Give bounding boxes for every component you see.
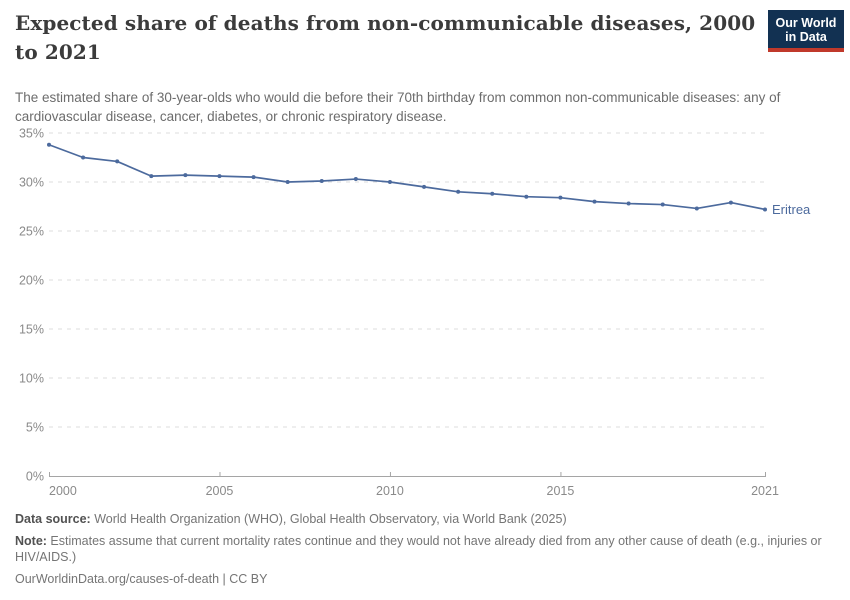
y-axis-tick-label: 35% (19, 127, 44, 141)
data-point[interactable] (660, 202, 665, 207)
data-point[interactable] (251, 175, 256, 180)
chart-svg: 0% 5% 10% 15% 20% 25% 30% 35% 2000 2005 2010 2015 20… (19, 127, 811, 499)
citation-line: OurWorldinData.org/causes-of-death | CC … (15, 572, 268, 586)
chart-subtitle: The estimated share of 30-year-olds who … (15, 90, 781, 124)
data-point[interactable] (353, 177, 358, 182)
data-source-label: Data source: (15, 512, 91, 526)
logo-text-line1: Our World (775, 16, 837, 30)
owid-logo[interactable]: Our World in Data (768, 10, 844, 52)
data-source-line: Data source: World Health Organization (… (15, 511, 837, 527)
data-point[interactable] (422, 184, 427, 189)
data-point[interactable] (728, 200, 733, 205)
y-axis-tick-label: 20% (19, 274, 44, 288)
data-point[interactable] (183, 173, 188, 178)
data-point[interactable] (149, 174, 154, 179)
data-point[interactable] (524, 194, 529, 199)
data-point[interactable] (81, 155, 86, 160)
data-point[interactable] (217, 174, 222, 179)
y-axis-tick-label: 15% (19, 323, 44, 337)
note-text: Estimates assume that current mortality … (15, 534, 822, 564)
data-point[interactable] (319, 179, 324, 184)
data-point[interactable] (115, 159, 120, 164)
x-axis-tick-label: 2000 (49, 484, 77, 498)
y-axis-tick-label: 25% (19, 225, 44, 239)
data-point[interactable] (558, 195, 563, 200)
y-axis-tick-label: 5% (26, 421, 44, 435)
data-source-text: World Health Organization (WHO), Global … (90, 512, 567, 526)
note-label: Note: (15, 534, 47, 548)
data-point[interactable] (763, 207, 767, 212)
x-axis-tick-label: 2021 (751, 484, 779, 498)
series-label-eritrea[interactable]: Eritrea (772, 202, 811, 217)
data-point[interactable] (285, 180, 290, 184)
x-axis-tick-label: 2005 (206, 484, 234, 498)
note-line: Note: Estimates assume that current mort… (15, 533, 837, 565)
logo-text-line2: in Data (785, 30, 827, 44)
x-axis-tick-label: 2010 (376, 484, 404, 498)
y-axis-tick-label: 0% (26, 470, 44, 484)
y-axis-tick-label: 30% (19, 176, 44, 190)
data-point[interactable] (626, 201, 631, 206)
data-point[interactable] (47, 142, 51, 147)
chart-footer: Data source: World Health Organization (… (15, 511, 837, 593)
x-axis-tick-label: 2015 (547, 484, 575, 498)
data-point[interactable] (592, 199, 597, 204)
data-point[interactable] (490, 191, 495, 196)
data-point[interactable] (456, 189, 461, 194)
data-point[interactable] (387, 180, 392, 184)
series-line-eritrea[interactable] (48, 143, 766, 211)
data-point[interactable] (694, 206, 699, 211)
y-axis-tick-label: 10% (19, 372, 44, 386)
page-title: Expected share of deaths from non-commun… (15, 11, 756, 64)
